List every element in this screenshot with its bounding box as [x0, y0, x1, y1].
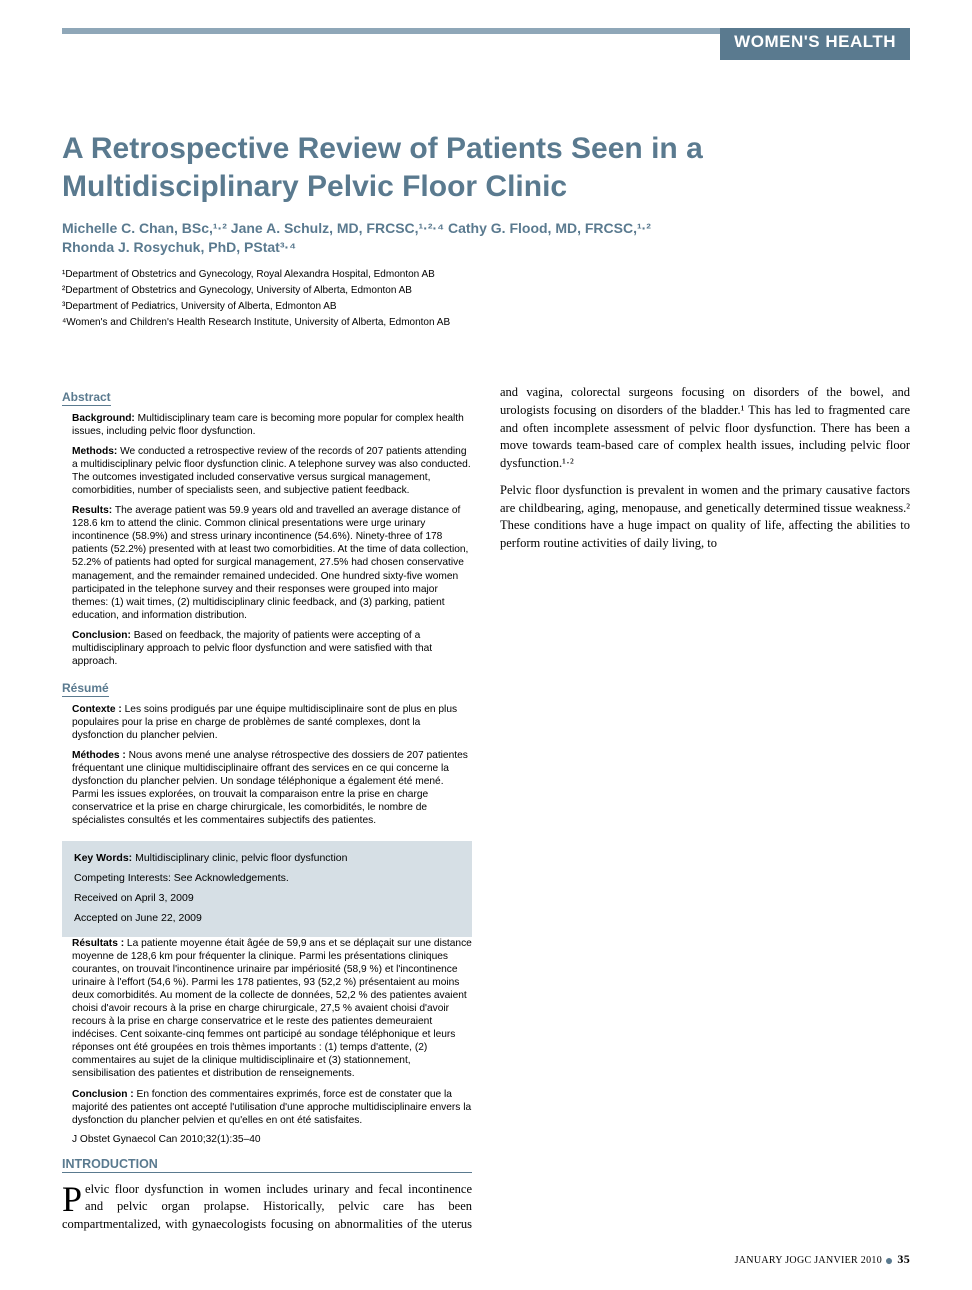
abstract-methods: Methods: We conducted a retrospective re… — [72, 445, 472, 497]
resume-resultats: Résultats : La patiente moyenne était âg… — [72, 937, 472, 1081]
abstract-methods-label: Methods: — [72, 446, 117, 457]
affiliation-4: ⁴Women's and Children's Health Research … — [62, 315, 910, 331]
resume-contexte-label: Contexte : — [72, 704, 122, 715]
abstract-results: Results: The average patient was 59.9 ye… — [72, 504, 472, 621]
resume-methodes-label: Méthodes : — [72, 750, 126, 761]
affiliations: ¹Department of Obstetrics and Gynecology… — [62, 267, 910, 331]
authors-line-1: Michelle C. Chan, BSc,¹·² Jane A. Schulz… — [62, 220, 651, 236]
section-label: WOMEN'S HEALTH — [720, 28, 910, 60]
footer-text: JANUARY JOGC JANVIER 2010 — [735, 1255, 882, 1266]
abstract-results-label: Results: — [72, 505, 112, 516]
page-number: 35 — [897, 1252, 910, 1266]
accepted-date: Accepted on June 22, 2009 — [74, 909, 460, 929]
header-bar-accent — [62, 28, 720, 34]
keywords-text: Multidisciplinary clinic, pelvic floor d… — [132, 852, 347, 864]
affiliation-1: ¹Department of Obstetrics and Gynecology… — [62, 267, 910, 283]
page-footer: JANUARY JOGC JANVIER 2010 ● 35 — [735, 1252, 910, 1270]
abstract-background-label: Background: — [72, 413, 135, 424]
key-box: Key Words: Multidisciplinary clinic, pel… — [62, 841, 472, 937]
title-block: A Retrospective Review of Patients Seen … — [62, 130, 910, 331]
resume-methodes: Méthodes : Nous avons mené une analyse r… — [72, 749, 472, 827]
abstract-background: Background: Multidisciplinary team care … — [72, 412, 472, 438]
affiliation-3: ³Department of Pediatrics, University of… — [62, 299, 910, 315]
authors: Michelle C. Chan, BSc,¹·² Jane A. Schulz… — [62, 219, 910, 257]
abstract-methods-text: We conducted a retrospective review of t… — [72, 446, 471, 496]
abstract-results-text: The average patient was 59.9 years old a… — [72, 505, 468, 620]
footer-dot-icon: ● — [885, 1254, 898, 1269]
resume-resultats-label: Résultats : — [72, 938, 124, 949]
keywords-label: Key Words: — [74, 852, 132, 864]
abstract-conclusion-label: Conclusion: — [72, 630, 131, 641]
intro-para-2: Pelvic floor dysfunction is prevalent in… — [500, 482, 910, 553]
keywords-line: Key Words: Multidisciplinary clinic, pel… — [74, 849, 460, 869]
introduction-heading: INTRODUCTION — [62, 1157, 472, 1173]
affiliation-2: ²Department of Obstetrics and Gynecology… — [62, 283, 910, 299]
resume-conclusion-label: Conclusion : — [72, 1089, 134, 1100]
citation: J Obstet Gynaecol Can 2010;32(1):35–40 — [72, 1134, 472, 1145]
resume-resultats-text: La patiente moyenne était âgée de 59,9 a… — [72, 938, 472, 1079]
received-date: Received on April 3, 2009 — [74, 889, 460, 909]
authors-line-2: Rhonda J. Rosychuk, PhD, PStat³·⁴ — [62, 239, 296, 255]
abstract-heading: Abstract — [62, 390, 111, 406]
dropcap: P — [62, 1181, 85, 1216]
resume-contexte-text: Les soins prodigués par une équipe multi… — [72, 704, 457, 741]
resume-conclusion: Conclusion : En fonction des commentaire… — [72, 1088, 472, 1127]
competing-interests: Competing Interests: See Acknowledgement… — [74, 869, 460, 889]
resume-contexte: Contexte : Les soins prodigués par une é… — [72, 703, 472, 742]
resume-heading: Résumé — [62, 681, 109, 697]
resume-methodes-text: Nous avons mené une analyse rétrospectiv… — [72, 750, 468, 826]
content-columns: Abstract Background: Multidisciplinary t… — [62, 384, 910, 1236]
header-bar: WOMEN'S HEALTH — [62, 28, 910, 60]
abstract-conclusion: Conclusion: Based on feedback, the major… — [72, 629, 472, 668]
article-title: A Retrospective Review of Patients Seen … — [62, 130, 910, 205]
